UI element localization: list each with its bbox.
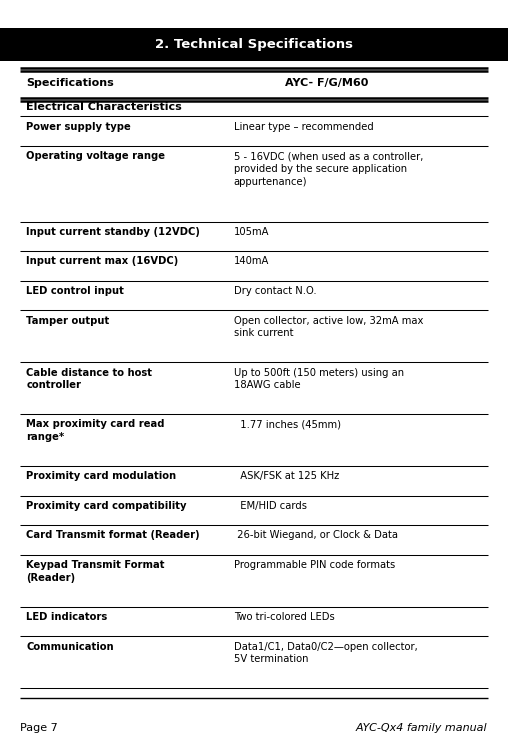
Text: Tamper output: Tamper output (26, 315, 110, 326)
Text: 26-bit Wiegand, or Clock & Data: 26-bit Wiegand, or Clock & Data (234, 530, 398, 540)
Text: EM/HID cards: EM/HID cards (234, 501, 307, 511)
Text: Up to 500ft (150 meters) using an
18AWG cable: Up to 500ft (150 meters) using an 18AWG … (234, 368, 404, 391)
Text: ASK/FSK at 125 KHz: ASK/FSK at 125 KHz (234, 471, 339, 481)
Text: LED indicators: LED indicators (26, 612, 108, 622)
Text: Card Transmit format (Reader): Card Transmit format (Reader) (26, 530, 200, 540)
Text: Operating voltage range: Operating voltage range (26, 151, 166, 161)
Text: Dry contact N.O.: Dry contact N.O. (234, 286, 316, 296)
Text: Max proximity card read
range*: Max proximity card read range* (26, 420, 165, 442)
Text: 1.77 inches (45mm): 1.77 inches (45mm) (234, 420, 341, 429)
Text: Programmable PIN code formats: Programmable PIN code formats (234, 560, 395, 570)
Text: Power supply type: Power supply type (26, 122, 131, 132)
Text: Input current standby (12VDC): Input current standby (12VDC) (26, 227, 200, 237)
Text: AYC-Qx4 family manual: AYC-Qx4 family manual (356, 723, 488, 733)
Text: Cable distance to host
controller: Cable distance to host controller (26, 368, 152, 391)
Text: Electrical Characteristics: Electrical Characteristics (26, 102, 182, 112)
Text: Open collector, active low, 32mA max
sink current: Open collector, active low, 32mA max sin… (234, 315, 423, 339)
Text: 105mA: 105mA (234, 227, 269, 237)
Text: Input current max (16VDC): Input current max (16VDC) (26, 257, 179, 266)
Bar (0, 28, 508, 61)
Text: Keypad Transmit Format
(Reader): Keypad Transmit Format (Reader) (26, 560, 165, 583)
Text: Linear type – recommended: Linear type – recommended (234, 122, 373, 132)
Text: 5 - 16VDC (when used as a controller,
provided by the secure application
appurte: 5 - 16VDC (when used as a controller, pr… (234, 151, 423, 187)
Text: Communication: Communication (26, 641, 114, 652)
Text: Data1/C1, Data0/C2—open collector,
5V termination: Data1/C1, Data0/C2—open collector, 5V te… (234, 641, 418, 664)
Text: 140mA: 140mA (234, 257, 269, 266)
Text: LED control input: LED control input (26, 286, 124, 296)
Text: AYC- F/G/M60: AYC- F/G/M60 (284, 78, 368, 89)
Text: Two tri-colored LEDs: Two tri-colored LEDs (234, 612, 335, 622)
Text: Page 7: Page 7 (20, 723, 58, 733)
Text: Specifications: Specifications (26, 78, 114, 89)
Text: Proximity card modulation: Proximity card modulation (26, 471, 177, 481)
Text: 2. Technical Specifications: 2. Technical Specifications (155, 38, 353, 51)
Text: Proximity card compatibility: Proximity card compatibility (26, 501, 187, 511)
